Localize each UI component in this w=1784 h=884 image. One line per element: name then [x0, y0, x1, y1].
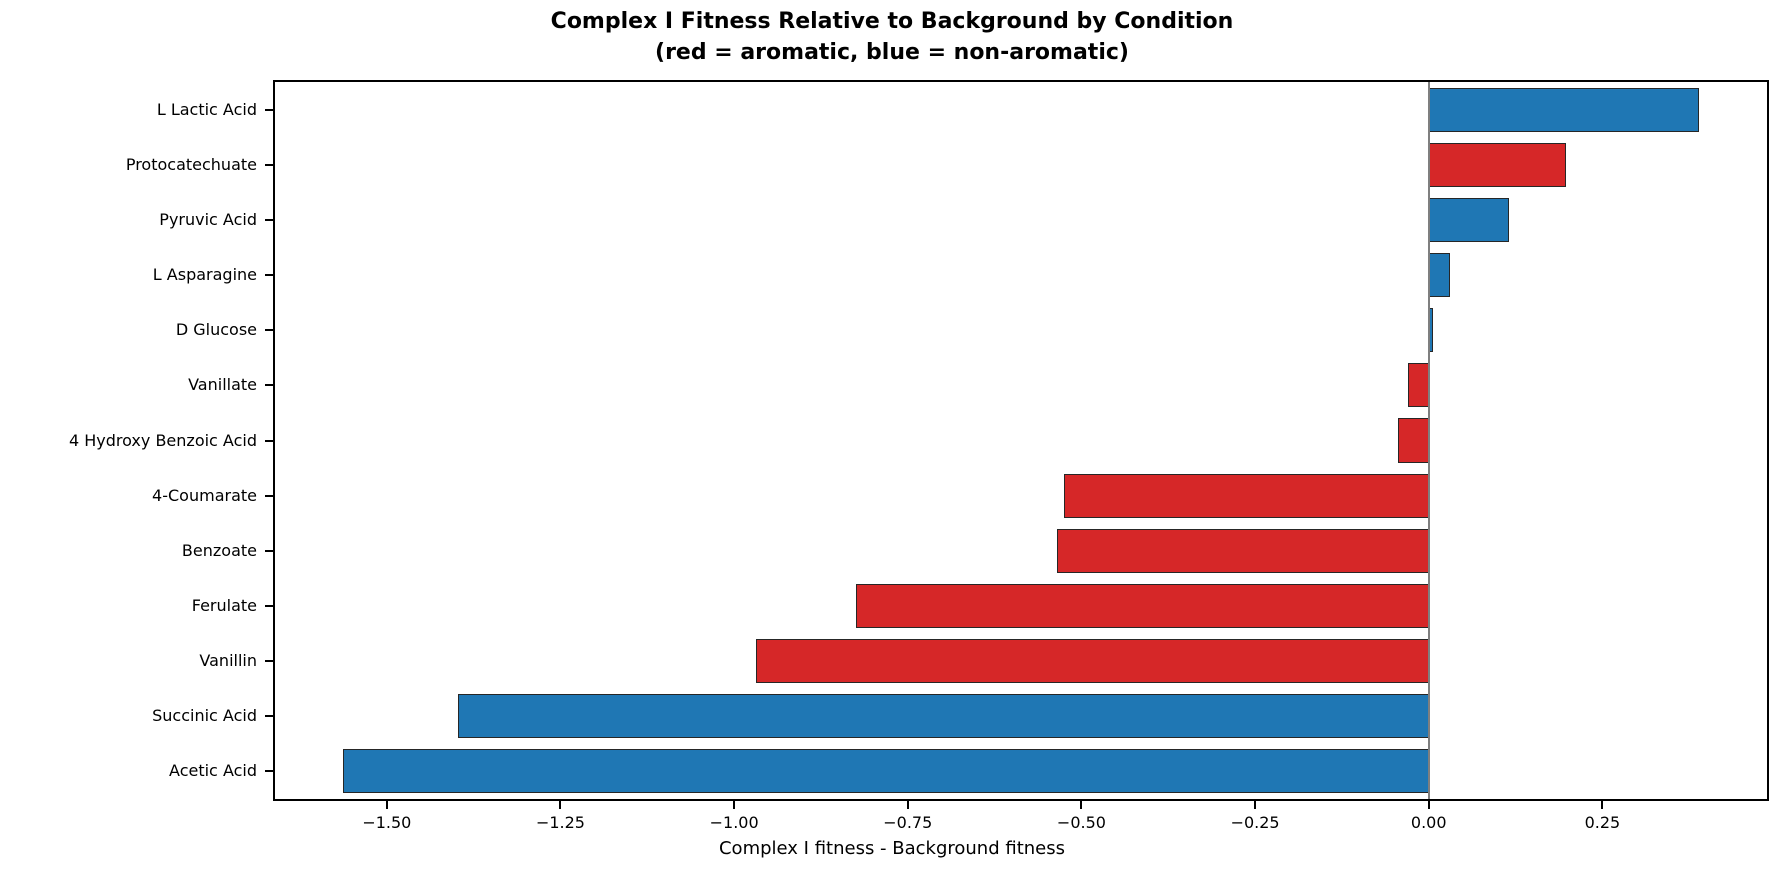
bar-vanillate	[1407, 363, 1429, 408]
x-tick-label: −0.25	[1230, 813, 1280, 832]
bar-l-lactic-acid	[1428, 87, 1699, 132]
bar-pyruvic-acid	[1428, 197, 1510, 242]
y-tick-label: D Glucose	[175, 320, 257, 340]
y-tick-mark	[265, 218, 273, 221]
y-tick-mark	[265, 108, 273, 111]
bar-4-hydroxy-benzoic-acid	[1398, 418, 1429, 463]
y-tick-mark	[265, 274, 273, 277]
plot-area: L Lactic Acid Protocatechuate Pyruvic Acid…	[69, 80, 1769, 832]
bar-acetic-acid	[343, 749, 1429, 794]
y-tick-mark	[265, 384, 273, 387]
y-tick-label: 4-Coumarate	[152, 485, 257, 505]
y-tick-label: Benzoate	[181, 540, 257, 560]
x-tick-label: −1.25	[535, 813, 585, 832]
bar-succinic-acid	[457, 694, 1429, 739]
x-tick-label: −1.00	[709, 813, 759, 832]
y-tick-label: L Lactic Acid	[156, 99, 257, 119]
x-tick-mark	[559, 801, 562, 809]
y-tick-mark	[265, 329, 273, 332]
x-tick-label: 0.00	[1410, 813, 1447, 832]
y-tick-mark	[265, 715, 273, 718]
x-tick-label: −0.75	[883, 813, 933, 832]
x-axis-label: Complex I fitness - Background fitness	[718, 838, 1066, 859]
x-tick-label: −1.50	[362, 813, 412, 832]
y-tick-label: Acetic Acid	[169, 761, 257, 781]
y-tick-label: Protocatechuate	[125, 154, 257, 174]
y-tick-mark	[265, 549, 273, 552]
bar-ferulate	[856, 583, 1429, 628]
y-tick-label: L Asparagine	[152, 265, 257, 285]
x-tick-mark	[733, 801, 736, 809]
chart-title-line1: Complex I Fitness Relative to Background…	[550, 9, 1234, 34]
x-tick-mark	[385, 801, 388, 809]
y-tick-label: Vanillin	[199, 651, 257, 671]
y-tick-mark	[265, 439, 273, 442]
x-tick-label: −0.50	[1056, 813, 1106, 832]
x-tick-mark	[906, 801, 909, 809]
y-tick-mark	[265, 163, 273, 166]
y-tick-label: Ferulate	[191, 595, 257, 615]
chart-title: Complex I Fitness Relative to Background…	[0, 6, 1784, 68]
y-tick-label: Pyruvic Acid	[159, 209, 257, 229]
bar-protocatechuate	[1428, 142, 1566, 187]
y-tick-mark	[265, 494, 273, 497]
x-tick-mark	[1254, 801, 1257, 809]
x-tick-label: 0.25	[1584, 813, 1621, 832]
y-tick-mark	[265, 660, 273, 663]
bar-4-coumarate	[1064, 473, 1429, 518]
x-tick-mark	[1601, 801, 1604, 809]
y-tick-label: Vanillate	[188, 375, 257, 395]
bar-benzoate	[1057, 528, 1429, 573]
x-tick-mark	[1427, 801, 1430, 809]
bar-l-asparagine	[1428, 252, 1451, 298]
y-tick-mark	[265, 604, 273, 607]
zero-line	[1427, 82, 1430, 799]
x-tick-mark	[1080, 801, 1083, 809]
y-tick-label: Succinic Acid	[152, 706, 257, 726]
bar-vanillin	[755, 639, 1429, 684]
chart-title-line2: (red = aromatic, blue = non-aromatic)	[655, 40, 1129, 65]
y-tick-mark	[265, 770, 273, 773]
y-tick-label: 4 Hydroxy Benzoic Acid	[68, 430, 257, 450]
